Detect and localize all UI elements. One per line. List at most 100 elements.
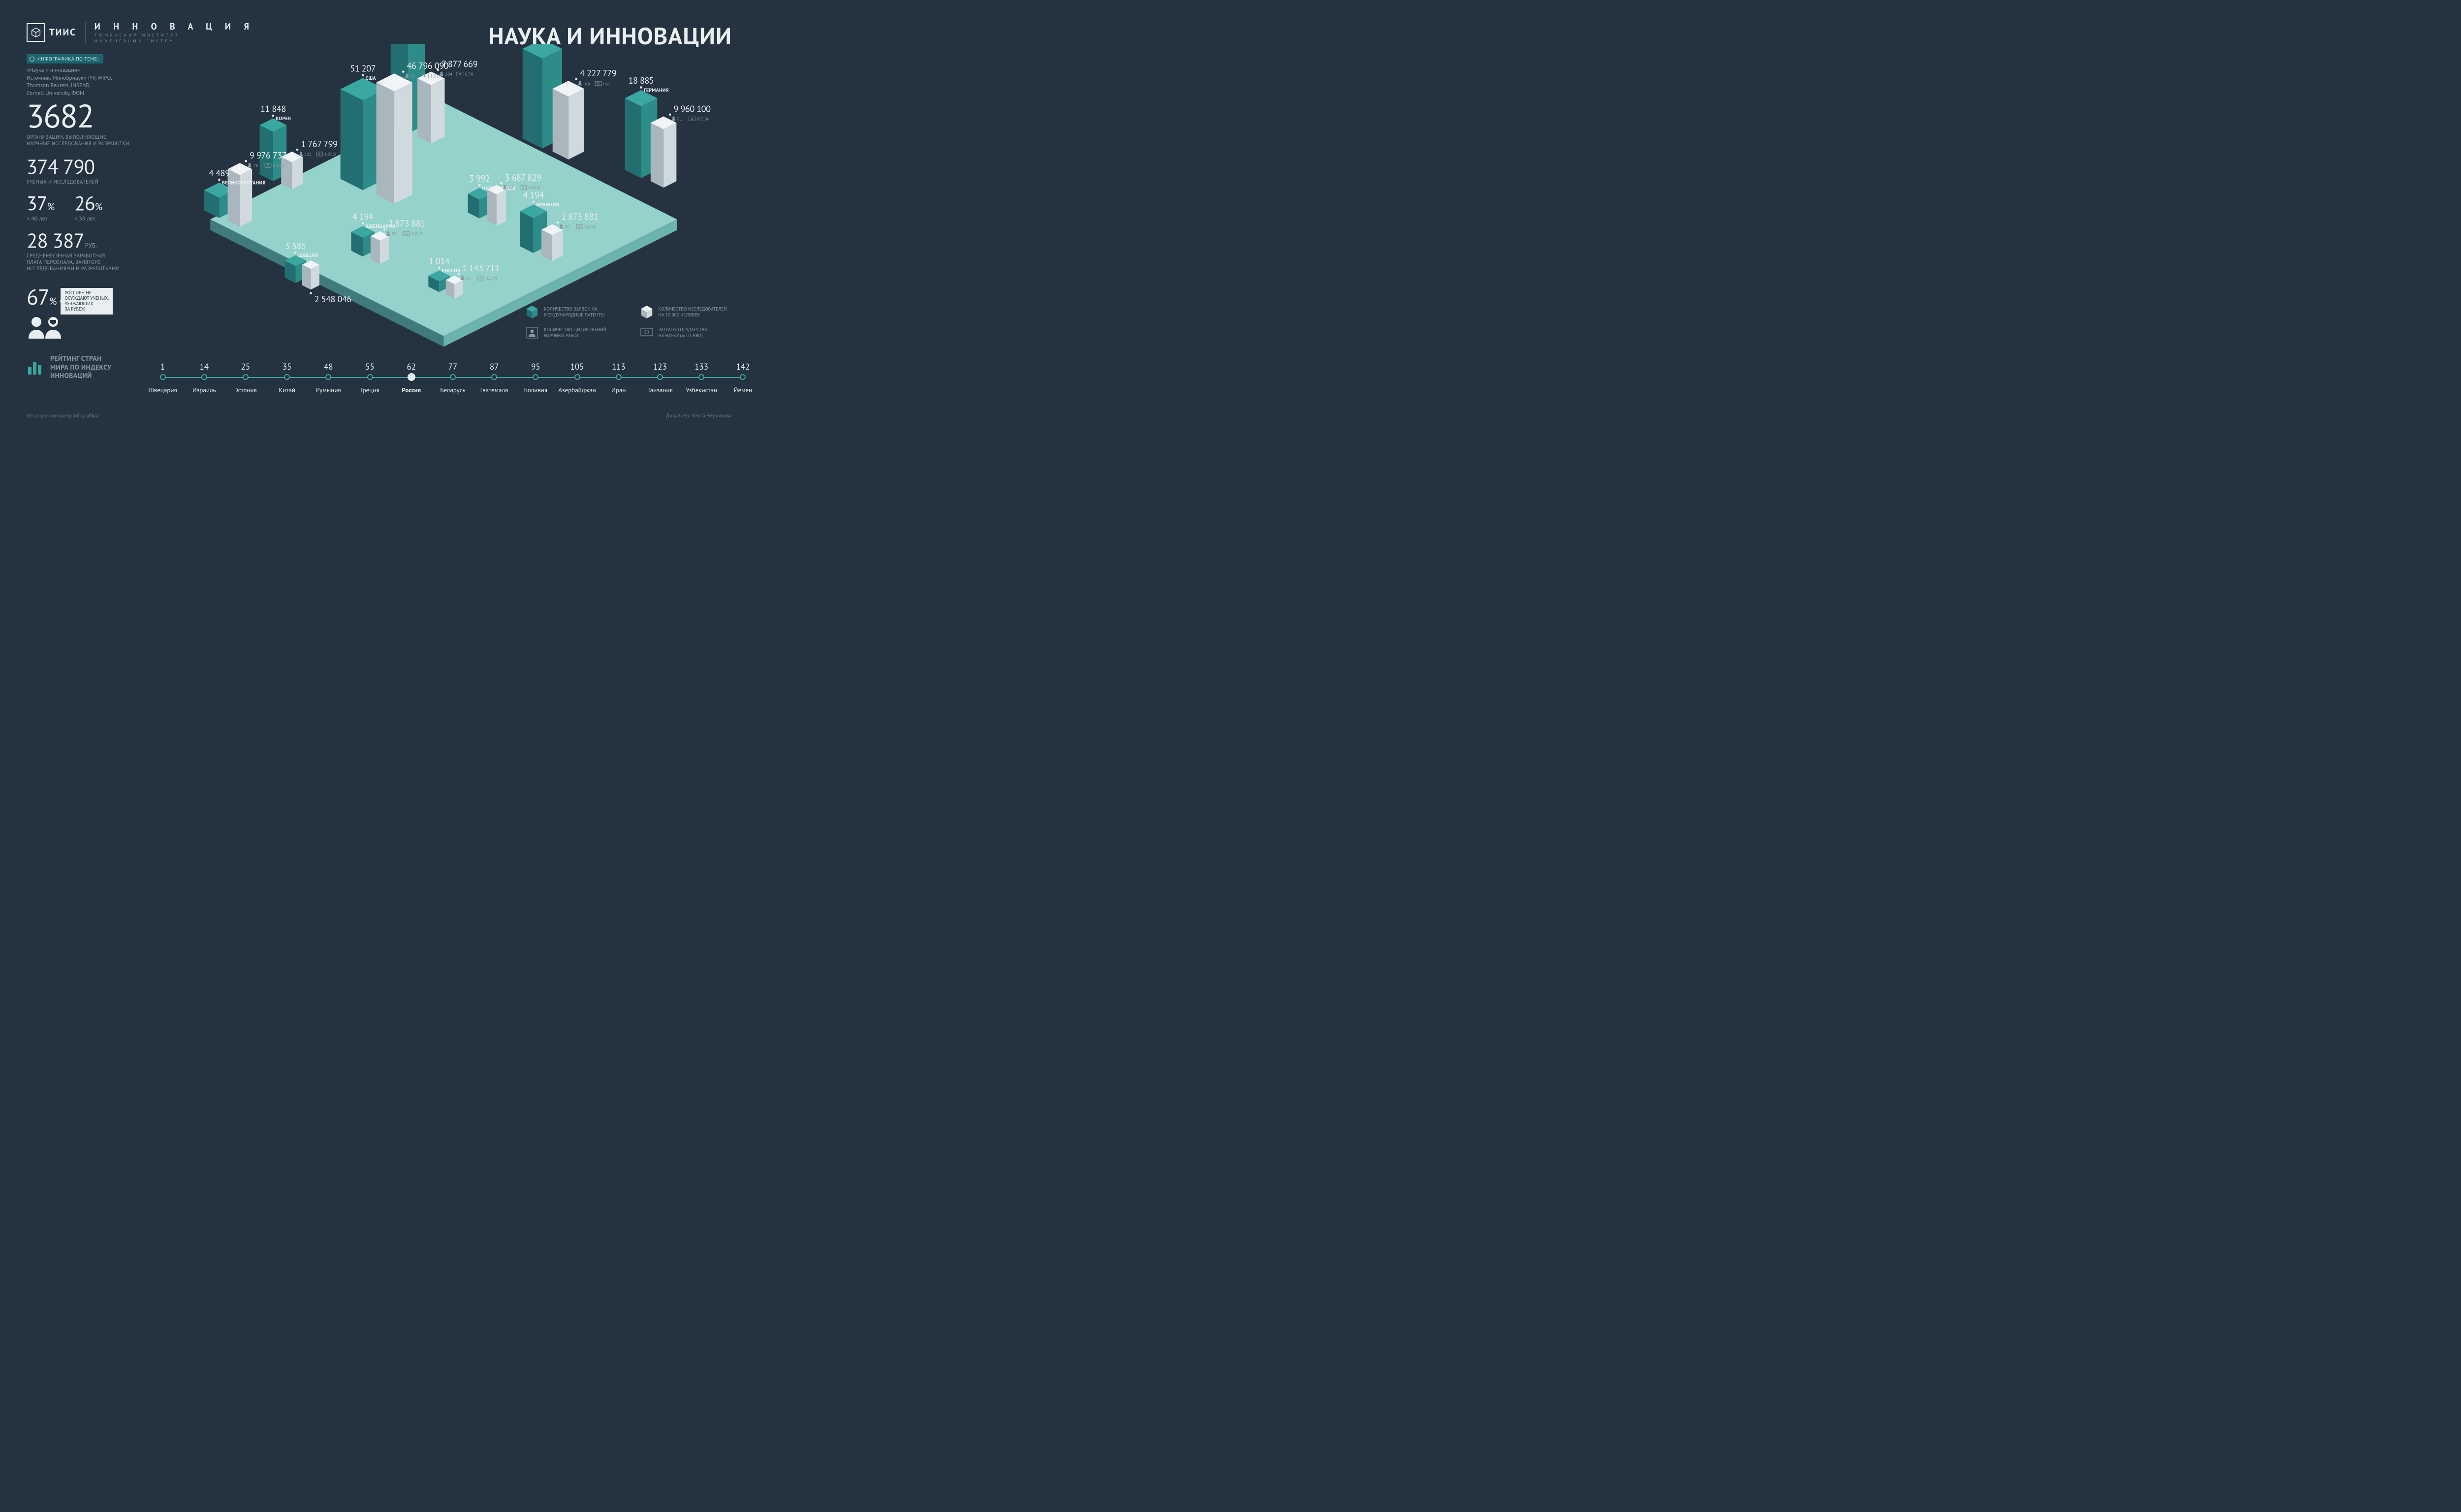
axis-country: Танзания (647, 386, 673, 394)
country-germany: 18 885ГЕРМАНИЯ9 960 100810,91% (625, 75, 711, 188)
country-name: ГЕРМАНИЯ (644, 87, 669, 94)
stat-salary-unit: РУБ. (85, 241, 97, 250)
axis-dot (201, 374, 207, 380)
axis-country: Швецария (148, 386, 177, 394)
axis-country: Греция (360, 386, 379, 394)
stat-icons: н/дн/д (578, 80, 609, 86)
legend-gdp: ЗАТРАТЫ ГОСУДАРСТВА НА НАУКУ (% ОТ ВВП) (640, 326, 735, 340)
patents-value: 3 585 (285, 240, 306, 252)
legend-person-icon (525, 326, 539, 340)
axis-dot (740, 374, 746, 380)
citations-value: 3 687 829 (505, 172, 541, 184)
axis-country: Азербайджан (558, 386, 596, 394)
researchers-value: 62 (508, 185, 513, 190)
legend-researchers-label: КОЛИЧЕСТВО ИССЛЕДОВАТЕЛЕЙ НА 10 000 ЧЕЛО… (659, 306, 727, 318)
axis-dot (616, 374, 622, 380)
country-name: РОССИЯ (442, 267, 460, 274)
axis-dot (574, 374, 580, 380)
researchers-value: н/д (583, 80, 590, 86)
axis-country: Эстония (234, 386, 256, 394)
gdp-value: 1,05% (324, 151, 336, 157)
axis-rank: 55 (365, 361, 375, 372)
citations-value: 2 873 881 (388, 218, 425, 230)
logo-cube-icon (27, 23, 45, 42)
citations-value: 46 796 090 (407, 60, 449, 72)
legend-cube-teal-icon (525, 305, 539, 319)
gdp-value: 1,03% (430, 73, 442, 79)
stat-salary-label: СРЕДНЕМЕСЯЧНАЯ ЗАРАБОТНАЯ ПЛАТА ПЕРСОНАЛ… (27, 252, 150, 272)
stat-orgs-value: 3682 (27, 101, 150, 132)
axis-dot (698, 374, 704, 380)
citations-value: 1 767 799 (301, 138, 337, 150)
researchers-value: 56 (392, 231, 397, 237)
pct-sym: % (47, 200, 55, 213)
axis-rank: 48 (324, 361, 333, 372)
citations-value: 9 960 100 (674, 103, 711, 115)
legend-researchers: КОЛИЧЕСТВО ИССЛЕДОВАТЕЛЕЙ НА 10 000 ЧЕЛО… (640, 305, 735, 319)
axis-rank: 87 (490, 361, 499, 372)
logo-subtitle-1: ТЮМЕНСКИЙ ИНСТИТУТ (95, 33, 254, 38)
sidebar-stats: 3682 ОРГАНИЗАЦИИ, ВЫПОЛНЯЮЩИЕ НАУЧНЫЕ ИС… (27, 101, 150, 272)
meta-sources: «Наука и инновации» Источник: Минобрнаук… (27, 66, 112, 97)
patents-value: 51 207 (350, 63, 376, 75)
gdp-value: 0,91% (697, 116, 709, 122)
axis-country: Беларусь (440, 386, 465, 394)
axis-dot (533, 374, 538, 380)
logo-divider (85, 22, 86, 43)
axis-country: Боливия (524, 386, 547, 394)
country-name: ШВЕЦИЯ (298, 252, 318, 258)
pct-sym: % (49, 295, 57, 308)
stat-salary-value: 28 387 (27, 227, 84, 253)
researchers-value: 111 (305, 151, 312, 157)
legend-patents: КОЛИЧЕСТВО ЗАЯВОК НА МЕЖДУНАРОДНЫЕ ПАТЕН… (525, 305, 620, 319)
stat-scientists-value: 374 790 (27, 158, 150, 177)
researchers-value: 65 (466, 275, 471, 281)
bar-chart-icon (27, 358, 44, 376)
avatar-icons (27, 315, 66, 342)
logo-subtitle-2: ИНЖЕНЕРНЫХ СИСТЕМ (95, 39, 254, 44)
axis-rank: 14 (199, 361, 209, 372)
axis-country: Йемен (734, 386, 752, 394)
ranking-label: РЕЙТИНГ СТРАН МИРА ПО ИНДЕКСУ ИННОВАЦИЙ (50, 354, 111, 380)
researchers-value: 104 (445, 71, 452, 77)
stat-under39-value: 26 (74, 190, 95, 216)
citations-value: 1 143 711 (462, 262, 499, 274)
footer-designer: Дизайнер: Ольга Чернякова (666, 412, 732, 419)
researchers-value: 81 (677, 116, 682, 122)
axis-rank: 95 (531, 361, 540, 372)
citations-value: 2 548 046 (315, 293, 351, 305)
meta-pill: ИНФОГРАФИКА ПО ТЕМЕ: (27, 54, 103, 63)
stat-opinion-bubble: РОССИЯН НЕ ОСУЖДАЮТ УЧЕНЫХ, УЕЗЖАЮЩИХ ЗА… (61, 288, 113, 315)
patents-value: 3 992 (469, 173, 490, 185)
country-name: США (366, 75, 377, 81)
footer-url: tiis.pro/o-kompanii/infografika/ (27, 412, 99, 419)
axis-country: Узбекистан (686, 386, 717, 394)
legend-money-icon (640, 326, 654, 340)
legend-gdp-label: ЗАТРАТЫ ГОСУДАРСТВА НА НАУКУ (% ОТ ВВП) (659, 327, 707, 339)
patents-value: 4 194 (523, 189, 544, 201)
axis-rank: 1 (160, 361, 165, 372)
stat-over40-value: 37 (27, 190, 47, 216)
axis-rank: 113 (612, 361, 626, 372)
stat-opinion-value: 67 (27, 283, 49, 311)
axis-dot (450, 374, 456, 380)
gdp-value: 0,64% (585, 224, 597, 230)
citations-value: 4 227 779 (580, 67, 616, 79)
axis-dot (367, 374, 373, 380)
axis-country: Гватемала (480, 386, 508, 394)
stat-scientists-label: УЧЕНЫХ И ИССЛЕДОВАТЕЛЕЙ (27, 179, 150, 185)
stat-icons: 81 0,91% (672, 116, 709, 122)
logo-brand: ТИИС (49, 27, 76, 38)
gdp-value: 0,84% (411, 231, 423, 237)
stat-orgs-label: ОРГАНИЗАЦИИ, ВЫПОЛНЯЮЩИЕ НАУЧНЫЕ ИССЛЕДО… (27, 134, 150, 147)
axis-dot (284, 374, 290, 380)
axis-country: Румыния (316, 386, 341, 394)
legend-patents-label: КОЛИЧЕСТВО ЗАЯВОК НА МЕЖДУНАРОДНЫЕ ПАТЕН… (544, 306, 604, 318)
country-china: 18 625КИТАЙ4 227 779н/дн/д (523, 44, 616, 159)
patents-value: 4 194 (352, 211, 374, 223)
axis-rank: 123 (653, 361, 667, 372)
axis-rank: 105 (570, 361, 584, 372)
axis-rank: 142 (736, 361, 750, 372)
stat-under39-label: < 39 лет (74, 215, 102, 222)
legend-citations: КОЛИЧЕСТВО ЦИТИРОВАНИЙ НАУЧНЫХ РАБОТ (525, 326, 620, 340)
